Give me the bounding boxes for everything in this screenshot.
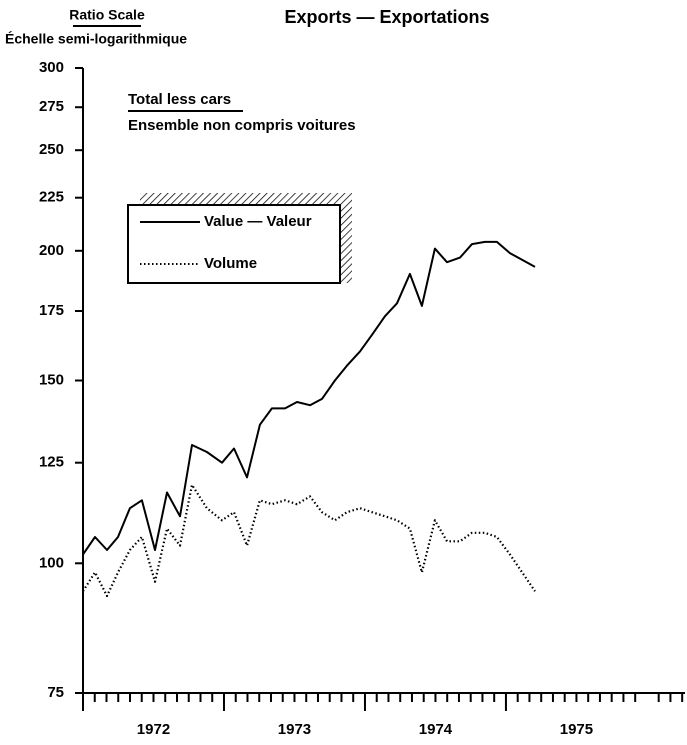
y-tick-label: 300 (39, 59, 64, 76)
y-tick-label: 200 (39, 242, 64, 259)
y-tick-label: 225 (39, 189, 64, 206)
y-tick-label: 75 (47, 684, 64, 701)
y-tick-label: 175 (39, 302, 64, 319)
y-axis-label: Ratio Scale (69, 7, 145, 23)
y-tick-label: 250 (39, 141, 64, 158)
x-tick-label: 1973 (278, 721, 311, 738)
y-tick-label: 100 (39, 554, 64, 571)
y-tick-label: 150 (39, 371, 64, 388)
y-tick-label: 275 (39, 98, 64, 115)
series-line (82, 240, 536, 555)
x-tick-label: 1972 (137, 721, 170, 738)
y-axis-sublabel: Échelle semi-logarithmique (5, 31, 187, 47)
annotation: Total less cars (128, 91, 231, 108)
chart-title: Exports — Exportations (284, 7, 489, 27)
legend-label: Value — Valeur (204, 213, 312, 230)
legend-label: Volume (204, 255, 257, 272)
legend (127, 193, 352, 284)
annotation-sub: Ensemble non compris voitures (128, 117, 356, 134)
x-tick-label: 1975 (560, 721, 593, 738)
y-tick-label: 125 (39, 454, 64, 471)
x-tick-label: 1974 (419, 721, 453, 738)
series-line (82, 483, 536, 598)
legend-box (127, 204, 341, 284)
